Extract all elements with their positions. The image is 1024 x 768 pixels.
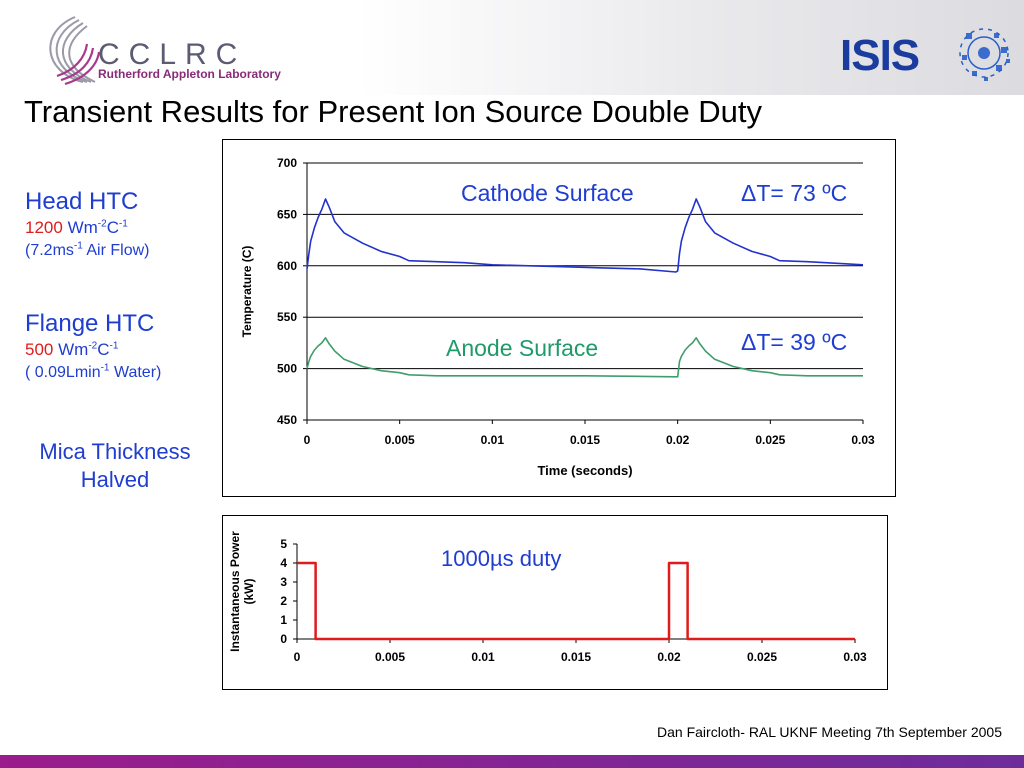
y-tick-label: 600 <box>277 259 297 273</box>
y-tick-label: 2 <box>280 594 287 608</box>
x-tick-label: 0.02 <box>666 433 690 447</box>
flange-htc-unit-exp2: -1 <box>109 340 119 352</box>
flange-htc-unit-c: C <box>97 340 110 359</box>
flange-htc-block: Flange HTC 500 Wm-2C-1 ( 0.09Lmin-1 Wate… <box>25 310 161 384</box>
y-tick-label: 550 <box>277 310 297 324</box>
x-tick-label: 0.01 <box>481 433 505 447</box>
head-htc-note-post: Air Flow) <box>82 242 150 259</box>
y-axis-label: Temperature (C) <box>240 246 254 338</box>
x-tick-label: 0.01 <box>471 650 495 664</box>
flange-htc-note-exp: -1 <box>100 362 110 374</box>
y-tick-label: 5 <box>280 537 287 551</box>
y-axis-label-line: Instantaneous Power <box>228 531 242 652</box>
y-axis-label-line: (kW) <box>242 579 256 605</box>
y-tick-label: 650 <box>277 207 297 221</box>
y-tick-label: 500 <box>277 362 297 376</box>
org-name: CCLRC <box>98 38 247 71</box>
flange-htc-number: 500 <box>25 340 54 359</box>
x-tick-label: 0.015 <box>561 650 591 664</box>
chart-annotation: ΔT= 39 ºC <box>741 329 847 355</box>
head-htc-note-pre: (7.2ms <box>25 242 74 259</box>
chart-annotation: ΔT= 73 ºC <box>741 180 847 206</box>
isis-logo-graphic <box>959 28 1010 81</box>
flange-htc-note-post: Water) <box>109 364 162 381</box>
x-tick-label: 0.025 <box>747 650 777 664</box>
y-tick-label: 1 <box>280 613 287 627</box>
footer-bar <box>0 755 1024 768</box>
footer-credit: Dan Faircloth- RAL UKNF Meeting 7th Sept… <box>657 724 1002 740</box>
power-chart: 0 1 2 3 4 5 0 0.005 0.01 0.015 0.02 0.025 0.03 Instan… <box>228 531 867 664</box>
head-htc-unit-c: C <box>106 218 119 237</box>
x-tick-label: 0.025 <box>755 433 785 447</box>
y-tick-label: 700 <box>277 156 297 170</box>
x-tick-label: 0.005 <box>375 650 405 664</box>
y-tick-label: 3 <box>280 575 287 589</box>
x-tick-label: 0.005 <box>385 433 415 447</box>
flange-htc-note-pre: ( 0.09Lmin <box>25 364 101 381</box>
chart-annotation: 1000µs duty <box>441 546 561 571</box>
mica-line1: Mica Thickness <box>39 439 191 464</box>
x-tick-label: 0.015 <box>570 433 600 447</box>
chart-annotation: Anode Surface <box>446 335 598 361</box>
x-tick-label: 0 <box>294 650 301 664</box>
flange-htc-note: ( 0.09Lmin-1 Water) <box>25 362 161 384</box>
temperature-chart: 450 500 550 600 650 700 0 0.005 0.01 0.015 0.02 0.0… <box>240 156 875 478</box>
mica-block: Mica Thickness Halved <box>25 438 205 494</box>
head-htc-unit-base: Wm <box>67 218 98 237</box>
flange-htc-value: 500 Wm-2C-1 <box>25 338 161 362</box>
y-tick-label: 0 <box>280 632 287 646</box>
head-htc-note-exp: -1 <box>73 240 83 252</box>
x-tick-label: 0.02 <box>657 650 681 664</box>
head-htc-note: (7.2ms-1 Air Flow) <box>25 240 149 262</box>
flange-htc-unit-exp1: -2 <box>88 340 98 352</box>
power-chart-frame: 0 1 2 3 4 5 0 0.005 0.01 0.015 0.02 0.025 0.03 Instan… <box>222 515 888 690</box>
temperature-chart-frame: 450 500 550 600 650 700 0 0.005 0.01 0.015 0.02 0.0… <box>222 139 896 497</box>
y-tick-label: 4 <box>280 556 287 570</box>
y-tick-label: 450 <box>277 413 297 427</box>
header-band <box>0 0 1024 95</box>
org-subtitle: Rutherford Appleton Laboratory <box>98 67 281 81</box>
x-tick-label: 0 <box>304 433 311 447</box>
flange-htc-unit-base: Wm <box>58 340 89 359</box>
x-axis-label: Time (seconds) <box>537 463 632 478</box>
head-htc-unit-exp1: -2 <box>97 218 107 230</box>
slide-title: Transient Results for Present Ion Source… <box>24 94 763 129</box>
head-htc-label: Head HTC <box>25 188 139 215</box>
cathode-series-line <box>306 198 864 273</box>
x-tick-label: 0.03 <box>851 433 875 447</box>
power-series-line <box>297 561 855 641</box>
head-htc-value: 1200 Wm-2C-1 <box>25 216 149 240</box>
head-htc-unit-exp2: -1 <box>118 218 128 230</box>
flange-htc-label: Flange HTC <box>25 310 155 337</box>
isis-logo-text: ISIS <box>840 31 920 80</box>
head-htc-number: 1200 <box>25 218 63 237</box>
head-htc-block: Head HTC 1200 Wm-2C-1 (7.2ms-1 Air Flow) <box>25 188 149 262</box>
cclrc-swirl-logo <box>49 16 101 86</box>
chart-annotation: Cathode Surface <box>461 180 634 206</box>
anode-series-line <box>306 337 863 378</box>
x-tick-label: 0.03 <box>843 650 867 664</box>
mica-line2: Halved <box>80 467 150 492</box>
